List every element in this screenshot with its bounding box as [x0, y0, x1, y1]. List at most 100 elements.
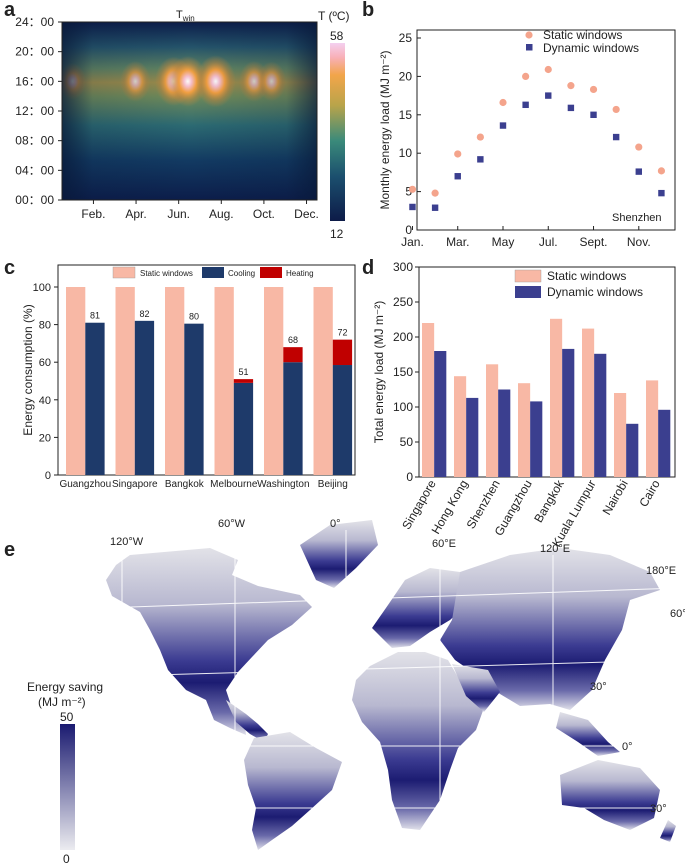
b-static-point: [408, 185, 417, 193]
panel-c-bars: Energy consumption (%) 0 20 40 60 80 100 81 Gu…: [21, 264, 356, 490]
heatmap-y-axis: 24：00 20：00 16：00 12：00 08：00 04：00 00：00: [15, 15, 62, 207]
a-xtick-label: Jun.: [167, 207, 190, 221]
b-dynamic-point: [635, 168, 642, 175]
a-xtick-label: Feb.: [81, 207, 105, 221]
colorbar-a-label: T (ºC): [318, 9, 350, 23]
c-static-bar: [115, 287, 135, 475]
map-colorbar-max: 50: [60, 710, 74, 724]
b-ytick-label: 10: [399, 146, 413, 160]
d-static-bar: [454, 376, 467, 477]
new-zealand: [660, 820, 676, 842]
panel-label-d: d: [362, 257, 374, 279]
central-america: [226, 700, 268, 742]
legend-dynamic-marker: [526, 44, 533, 51]
d-static-bar: [646, 380, 659, 477]
b-dynamic-point: [522, 101, 529, 109]
b-xtick-label: Mar.: [446, 235, 469, 249]
c-cooling-bar: [184, 323, 204, 475]
a-ytick-label: 20：00: [15, 45, 54, 59]
legend-static-label: Static windows: [543, 28, 622, 42]
map-graticule: [99, 530, 681, 860]
c-heating-bar: [283, 347, 303, 363]
colorbar-a-min: 12: [330, 227, 344, 241]
c-ytick-label: 100: [33, 282, 51, 294]
b-static-point: [454, 150, 462, 158]
c-total-label: 80: [189, 312, 199, 322]
c-total-label: 72: [337, 328, 347, 338]
panel-b-axes: 0 5 10 15 20 25 Jan. Mar. May Jul. Sept. Nov.: [399, 31, 651, 249]
d-static-bar: [614, 393, 627, 477]
panel-c-axes: 0 20 40 60 80 100: [33, 282, 58, 482]
panel-label-e: e: [4, 539, 15, 561]
b-xtick-label: Sept.: [580, 235, 608, 249]
d-dynamic-bar: [498, 389, 511, 477]
panel-b-scatter: Monthly energy load (MJ m⁻²) 0 5 10 15 20 25 J…: [378, 28, 676, 249]
b-ytick-label: 5: [405, 185, 412, 199]
continents: [106, 520, 676, 850]
panel-e-map: 120°W 60°W 0° 60°E 120°E 180°E 60° 30° 0…: [27, 518, 685, 866]
d-static-bar: [582, 328, 595, 477]
label-30s: 30°: [650, 803, 667, 815]
c-total-label: 51: [238, 367, 248, 377]
label-0n: 0°: [622, 741, 633, 753]
legend-dynamic-label: Dynamic windows: [543, 41, 639, 55]
b-dynamic-point: [612, 133, 620, 141]
c-static-bar: [66, 287, 86, 475]
panel-d-legend: Static windows Dynamic windows: [514, 269, 643, 299]
panel-b-points: [408, 65, 666, 211]
c-total-label: 68: [288, 335, 298, 345]
b-static-point: [544, 65, 552, 74]
d-dynamic-bar: [594, 353, 607, 477]
label-60n: 60°: [670, 608, 685, 620]
d-ytick-label: 150: [393, 365, 413, 379]
europe: [372, 568, 472, 648]
legend-c-heating-swatch: [260, 267, 282, 278]
d-dynamic-bar: [562, 348, 575, 477]
c-category-label: Singapore: [112, 479, 158, 490]
b-ytick-label: 15: [399, 108, 413, 122]
d-ytick-label: 100: [393, 400, 413, 414]
c-ytick-label: 0: [45, 470, 51, 482]
b-ytick-label: 25: [399, 31, 413, 45]
c-cooling-bar: [283, 362, 303, 475]
legend-static-marker: [525, 31, 533, 39]
c-static-bar: [165, 287, 185, 475]
a-ytick-label: 00：00: [15, 193, 54, 207]
a-xtick-label: Oct.: [253, 207, 275, 221]
map-colorbar: [60, 724, 75, 850]
b-dynamic-point: [431, 204, 439, 211]
c-ytick-label: 40: [39, 395, 51, 407]
a-xtick-label: Apr.: [125, 207, 146, 221]
b-static-point: [431, 189, 439, 197]
label-120w: 120°W: [110, 536, 144, 548]
d-dynamic-bar: [466, 397, 479, 477]
legend-d-dynamic-label: Dynamic windows: [547, 285, 643, 299]
a-xtick-label: Dec.: [294, 207, 319, 221]
southeast-asia-islands: [556, 712, 620, 756]
b-static-point: [522, 72, 530, 80]
c-category-label: Melbourne: [210, 479, 258, 490]
south-america: [244, 732, 342, 850]
label-60w: 60°W: [218, 518, 246, 530]
b-xtick-label: May: [492, 235, 515, 249]
label-0: 0°: [330, 518, 341, 530]
a-xtick-label: Aug.: [209, 207, 234, 221]
d-ytick-label: 50: [400, 435, 414, 449]
d-ytick-label: 300: [393, 260, 413, 274]
legend-c-static-swatch: [112, 266, 136, 279]
panel-c-frame: [57, 264, 356, 476]
c-category-label: Washington: [257, 479, 309, 490]
c-category-label: Bangkok: [165, 479, 205, 490]
legend-c-static-label: Static windows: [140, 269, 193, 278]
d-category-label: Nairobi: [600, 478, 631, 518]
map-colorbar-min: 0: [63, 852, 70, 866]
b-static-point: [657, 167, 666, 175]
b-static-point: [499, 98, 507, 107]
d-category-label: Cairo: [636, 477, 663, 509]
b-dynamic-point: [590, 111, 597, 118]
panel-b-annotation: Shenzhen: [612, 212, 662, 224]
panel-d-axes: 0 50 100 150 200 250 300: [393, 260, 419, 484]
panel-c-legend: Static windows Cooling Heating: [112, 266, 314, 279]
panel-b-frame: [416, 29, 676, 231]
